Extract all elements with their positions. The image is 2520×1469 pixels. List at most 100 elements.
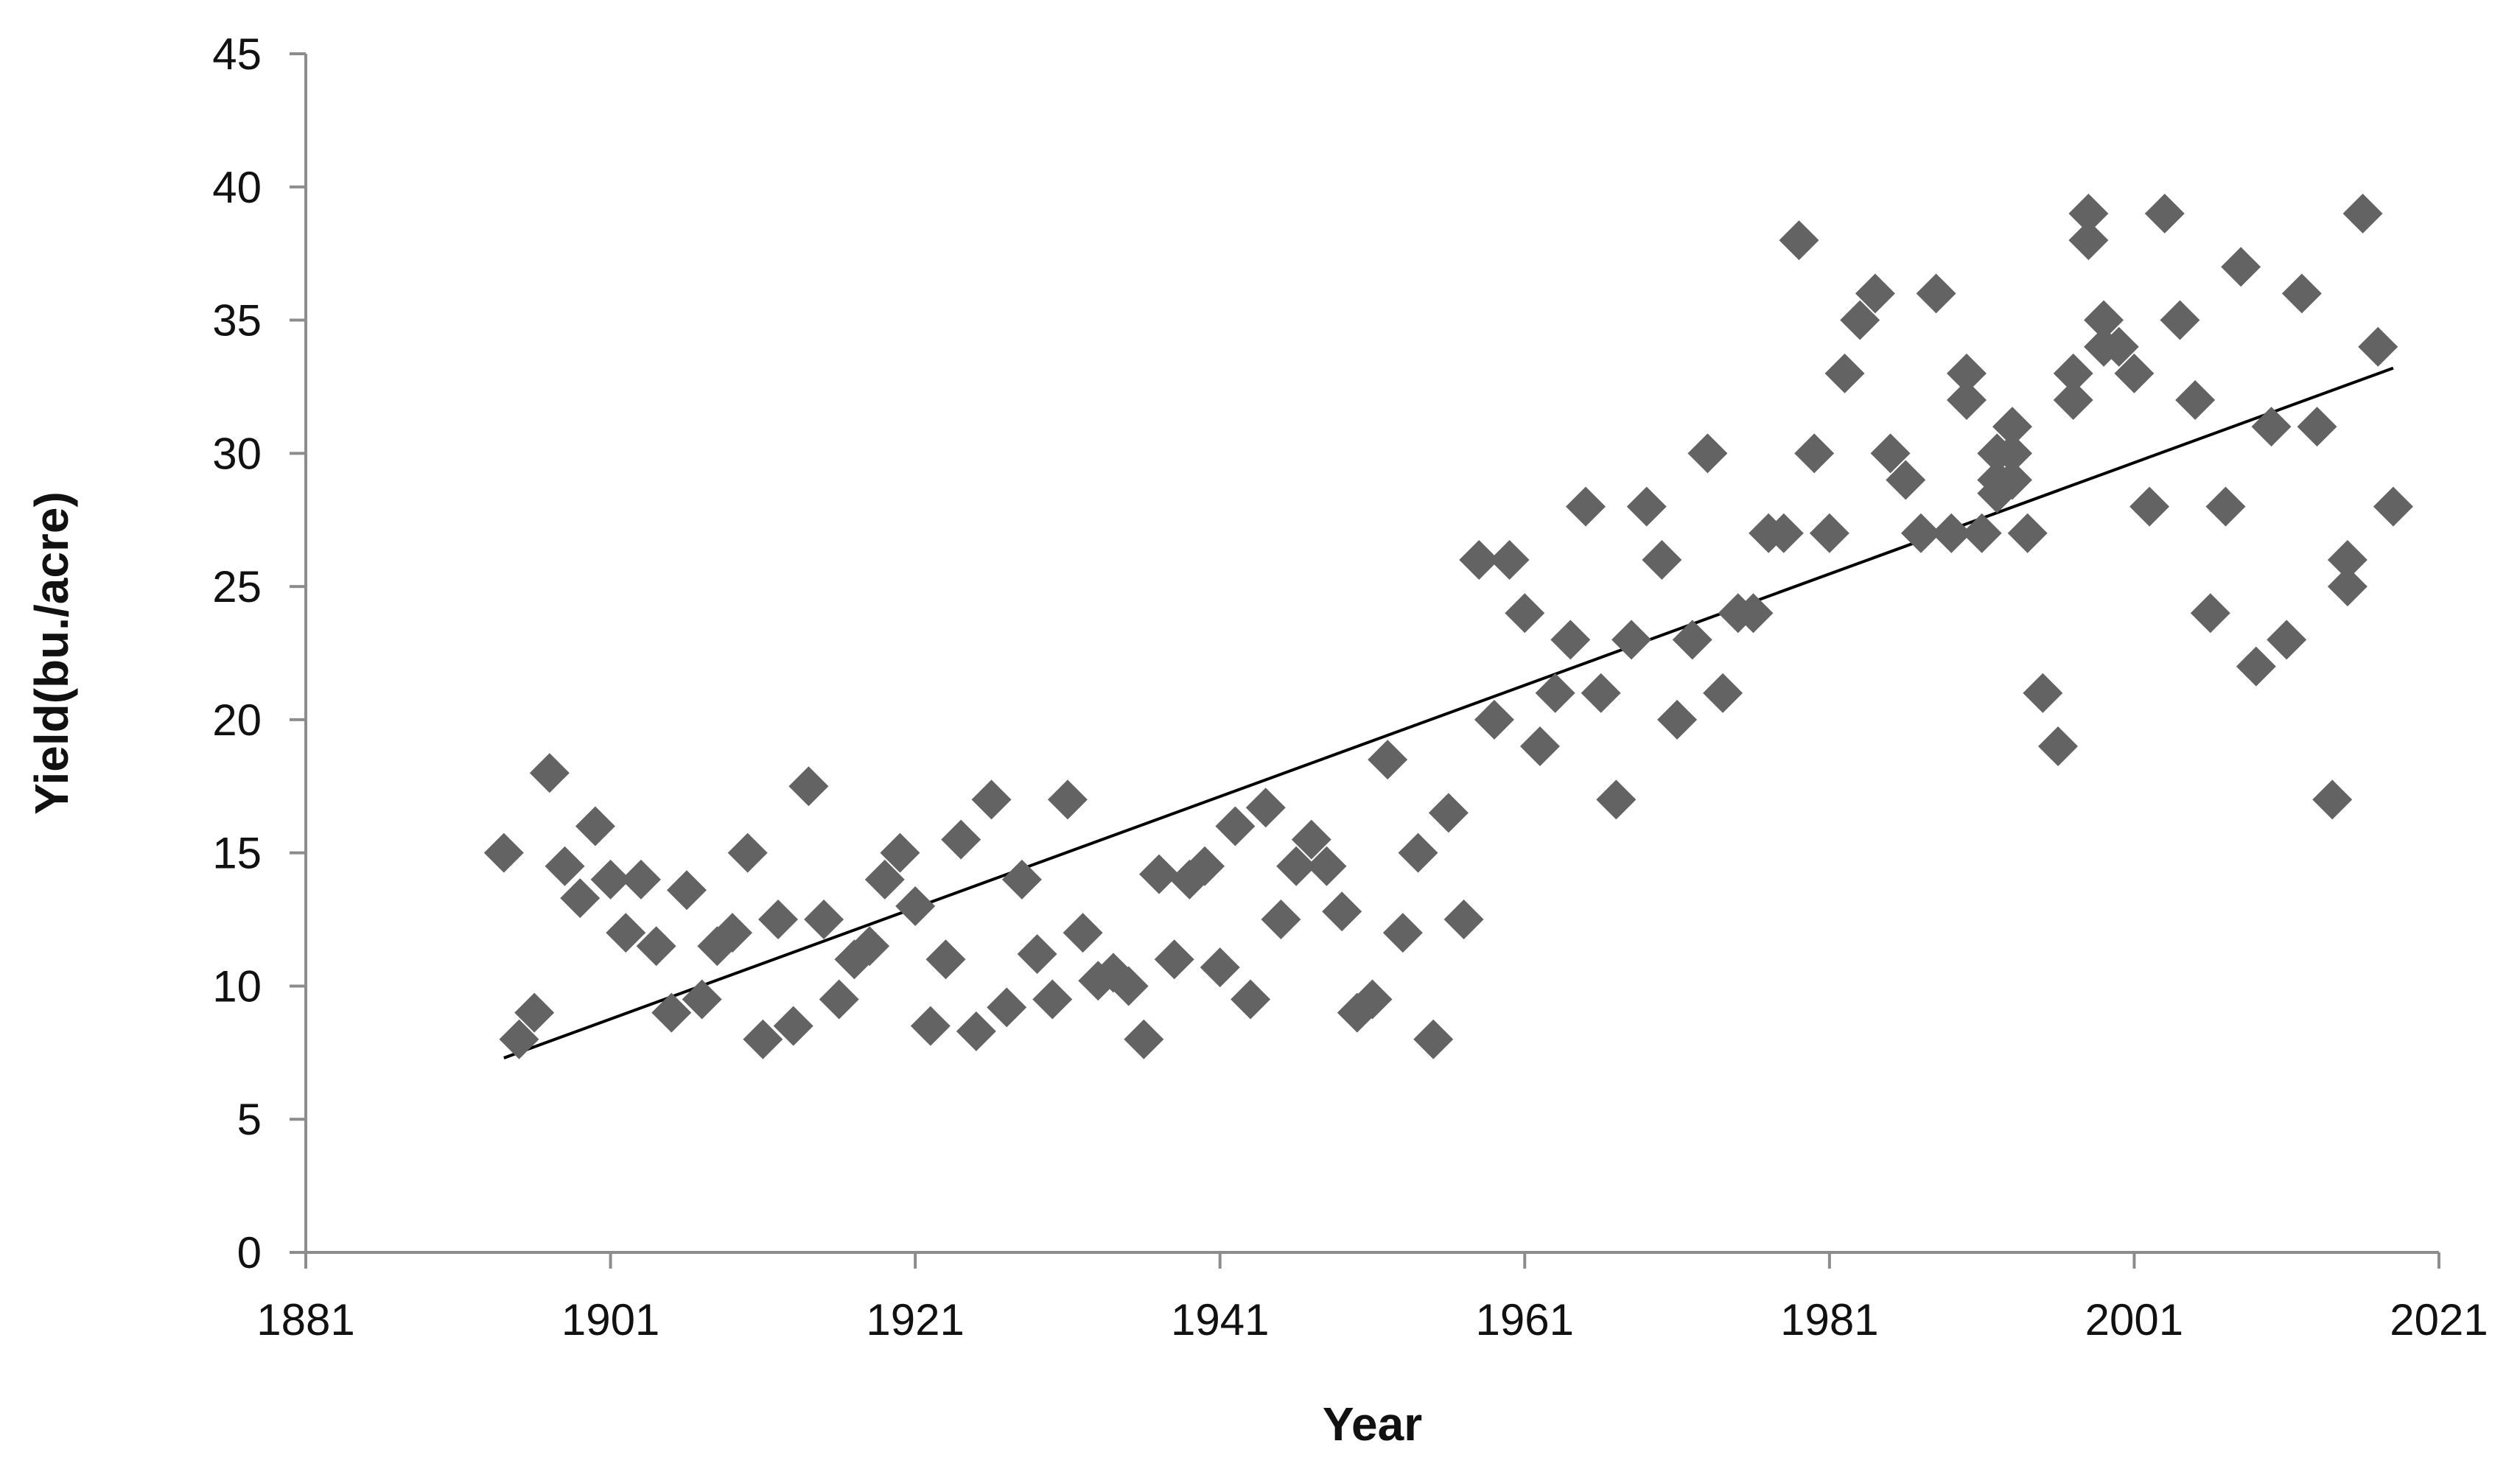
data-point bbox=[1124, 1019, 1164, 1059]
data-point bbox=[682, 979, 722, 1020]
data-point bbox=[2251, 407, 2292, 447]
data-point bbox=[636, 926, 676, 967]
data-point bbox=[1001, 859, 1042, 900]
data-point bbox=[713, 913, 752, 953]
data-point bbox=[1992, 407, 2032, 447]
data-point bbox=[1017, 934, 1057, 975]
data-point bbox=[545, 846, 585, 886]
y-tick-label: 35 bbox=[212, 296, 262, 346]
data-point bbox=[2160, 300, 2200, 340]
data-point bbox=[666, 870, 707, 911]
x-tick-label: 2001 bbox=[2085, 1295, 2183, 1344]
data-point bbox=[1261, 900, 1301, 940]
data-point bbox=[2175, 380, 2216, 421]
data-point bbox=[2342, 193, 2383, 234]
data-point bbox=[864, 859, 905, 900]
data-point bbox=[1063, 913, 1103, 953]
y-tick-label: 30 bbox=[212, 429, 262, 478]
data-point bbox=[2099, 326, 2139, 367]
y-tick-label: 5 bbox=[237, 1095, 262, 1144]
x-tick-label: 1901 bbox=[561, 1295, 659, 1344]
data-point bbox=[1200, 947, 1240, 988]
data-point bbox=[788, 766, 829, 807]
data-point bbox=[1139, 854, 1179, 894]
data-point bbox=[1215, 806, 1256, 846]
data-point bbox=[2023, 673, 2063, 713]
data-point bbox=[1642, 539, 1682, 580]
data-point bbox=[2373, 486, 2413, 527]
data-point bbox=[910, 1006, 951, 1046]
data-point bbox=[1855, 273, 1895, 314]
data-point bbox=[1154, 939, 1194, 980]
data-point bbox=[2327, 567, 2367, 607]
data-point bbox=[1687, 433, 1728, 474]
data-point bbox=[483, 832, 524, 873]
x-axis-ticks: 1881 1901 1921 1941 1961 1981 2001 2021 bbox=[256, 1252, 2488, 1344]
data-point bbox=[2312, 779, 2353, 820]
data-point bbox=[1108, 966, 1149, 1006]
data-point bbox=[2358, 326, 2398, 367]
data-point bbox=[1992, 460, 2032, 500]
data-point bbox=[880, 832, 920, 873]
data-point bbox=[651, 992, 692, 1033]
data-point bbox=[1550, 620, 1591, 660]
data-point bbox=[1733, 593, 1774, 634]
y-axis-ticks: 0 5 10 15 20 25 30 35 40 45 bbox=[212, 29, 306, 1277]
data-point bbox=[758, 900, 799, 940]
data-point bbox=[1946, 353, 1987, 393]
data-point bbox=[1505, 593, 1545, 634]
data-point bbox=[514, 992, 555, 1033]
y-tick-label: 25 bbox=[212, 562, 262, 611]
data-point bbox=[773, 1006, 813, 1046]
data-point bbox=[1931, 513, 1972, 553]
data-point bbox=[1489, 539, 1530, 580]
data-point bbox=[1231, 979, 1271, 1020]
data-point bbox=[1245, 788, 1286, 828]
data-point bbox=[1443, 900, 1484, 940]
data-point bbox=[971, 779, 1012, 820]
data-point bbox=[1672, 620, 1712, 660]
data-point bbox=[1703, 673, 1743, 713]
data-point bbox=[804, 900, 844, 940]
data-point bbox=[2190, 593, 2230, 634]
data-point bbox=[2068, 220, 2109, 261]
y-tick-label: 0 bbox=[237, 1228, 262, 1277]
x-tick-label: 1961 bbox=[1476, 1295, 1574, 1344]
data-point bbox=[2221, 247, 2261, 287]
data-point bbox=[2327, 539, 2367, 580]
data-point bbox=[2236, 646, 2276, 687]
data-point bbox=[1794, 433, 1835, 474]
data-point bbox=[727, 832, 768, 873]
data-point bbox=[1581, 673, 1621, 713]
trendline-group bbox=[503, 366, 2394, 1059]
data-point bbox=[1459, 539, 1499, 580]
data-point bbox=[2084, 300, 2124, 340]
data-point bbox=[1809, 513, 1849, 553]
data-point bbox=[850, 926, 890, 967]
data-point bbox=[2007, 513, 2048, 553]
data-point bbox=[1352, 979, 1393, 1020]
data-point bbox=[1626, 486, 1667, 527]
data-point bbox=[743, 1019, 783, 1059]
data-point bbox=[956, 1011, 996, 1051]
data-point bbox=[895, 886, 936, 926]
data-point bbox=[1566, 486, 1606, 527]
data-point bbox=[1428, 793, 1469, 833]
data-point bbox=[2205, 486, 2246, 527]
data-point bbox=[819, 979, 859, 1020]
y-tick-label: 20 bbox=[212, 695, 262, 745]
data-point bbox=[1276, 846, 1317, 886]
y-axis-title: Yield(bu./acre) bbox=[25, 491, 78, 815]
data-point bbox=[2068, 193, 2109, 234]
data-point bbox=[1047, 779, 1088, 820]
data-point bbox=[606, 913, 646, 953]
data-point bbox=[1519, 726, 1560, 767]
data-point bbox=[1946, 380, 1987, 421]
data-point bbox=[2053, 353, 2093, 393]
data-point bbox=[1322, 891, 1362, 932]
data-point bbox=[529, 753, 570, 793]
data-point bbox=[1779, 220, 1819, 261]
data-point bbox=[575, 806, 615, 846]
data-point bbox=[2114, 353, 2155, 393]
